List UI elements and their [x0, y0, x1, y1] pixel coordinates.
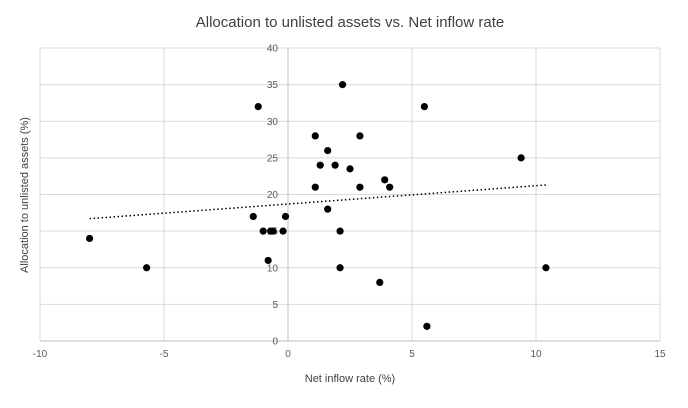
data-point: [346, 165, 354, 173]
data-point: [420, 103, 428, 111]
y-axis-label: Allocation to unlisted assets (%): [19, 117, 31, 273]
y-tick-label: 40: [267, 44, 279, 55]
data-point: [324, 205, 332, 213]
data-point: [311, 132, 319, 140]
y-tick-label: 5: [272, 300, 278, 311]
data-point: [86, 234, 94, 243]
y-tick-label: 0: [272, 337, 278, 348]
data-point: [386, 183, 394, 191]
data-point: [311, 183, 319, 191]
data-point: [542, 264, 550, 272]
data-point: [423, 322, 431, 330]
data-point: [269, 227, 277, 235]
x-tick-label: 15: [654, 349, 666, 360]
data-point: [324, 146, 332, 155]
data-point: [143, 264, 151, 272]
x-tick-label: 5: [409, 349, 415, 360]
data-point: [279, 227, 287, 235]
y-tick-label: 10: [267, 263, 279, 274]
data-point: [249, 212, 257, 221]
data-point: [381, 176, 389, 184]
x-tick-label: 0: [285, 349, 291, 360]
x-tick-label: 10: [530, 349, 542, 360]
data-point: [517, 154, 525, 162]
data-point: [254, 103, 262, 111]
y-tick-label: 20: [267, 190, 279, 201]
data-point: [331, 161, 339, 169]
data-point: [264, 256, 272, 265]
y-tick-label: 30: [267, 117, 279, 128]
data-point: [281, 212, 290, 221]
data-point: [338, 81, 347, 89]
x-tick-label: -10: [33, 349, 48, 360]
data-point: [336, 264, 344, 272]
data-point: [259, 227, 267, 235]
y-tick-label: 25: [267, 153, 279, 164]
x-tick-label: -5: [160, 349, 169, 360]
data-point: [316, 161, 324, 169]
gridlines: [39, 47, 661, 341]
y-tick-label: 35: [267, 80, 279, 91]
trendline: [89, 184, 546, 220]
trendline-group: [89, 184, 546, 220]
data-point: [336, 227, 344, 235]
chart-title: Allocation to unlisted assets vs. Net in…: [196, 14, 504, 31]
data-point: [376, 278, 384, 286]
x-axis-label: Net inflow rate (%): [305, 373, 395, 385]
data-point: [356, 132, 364, 140]
data-point: [356, 183, 364, 191]
axes: [40, 48, 660, 342]
data-points: [86, 81, 550, 330]
